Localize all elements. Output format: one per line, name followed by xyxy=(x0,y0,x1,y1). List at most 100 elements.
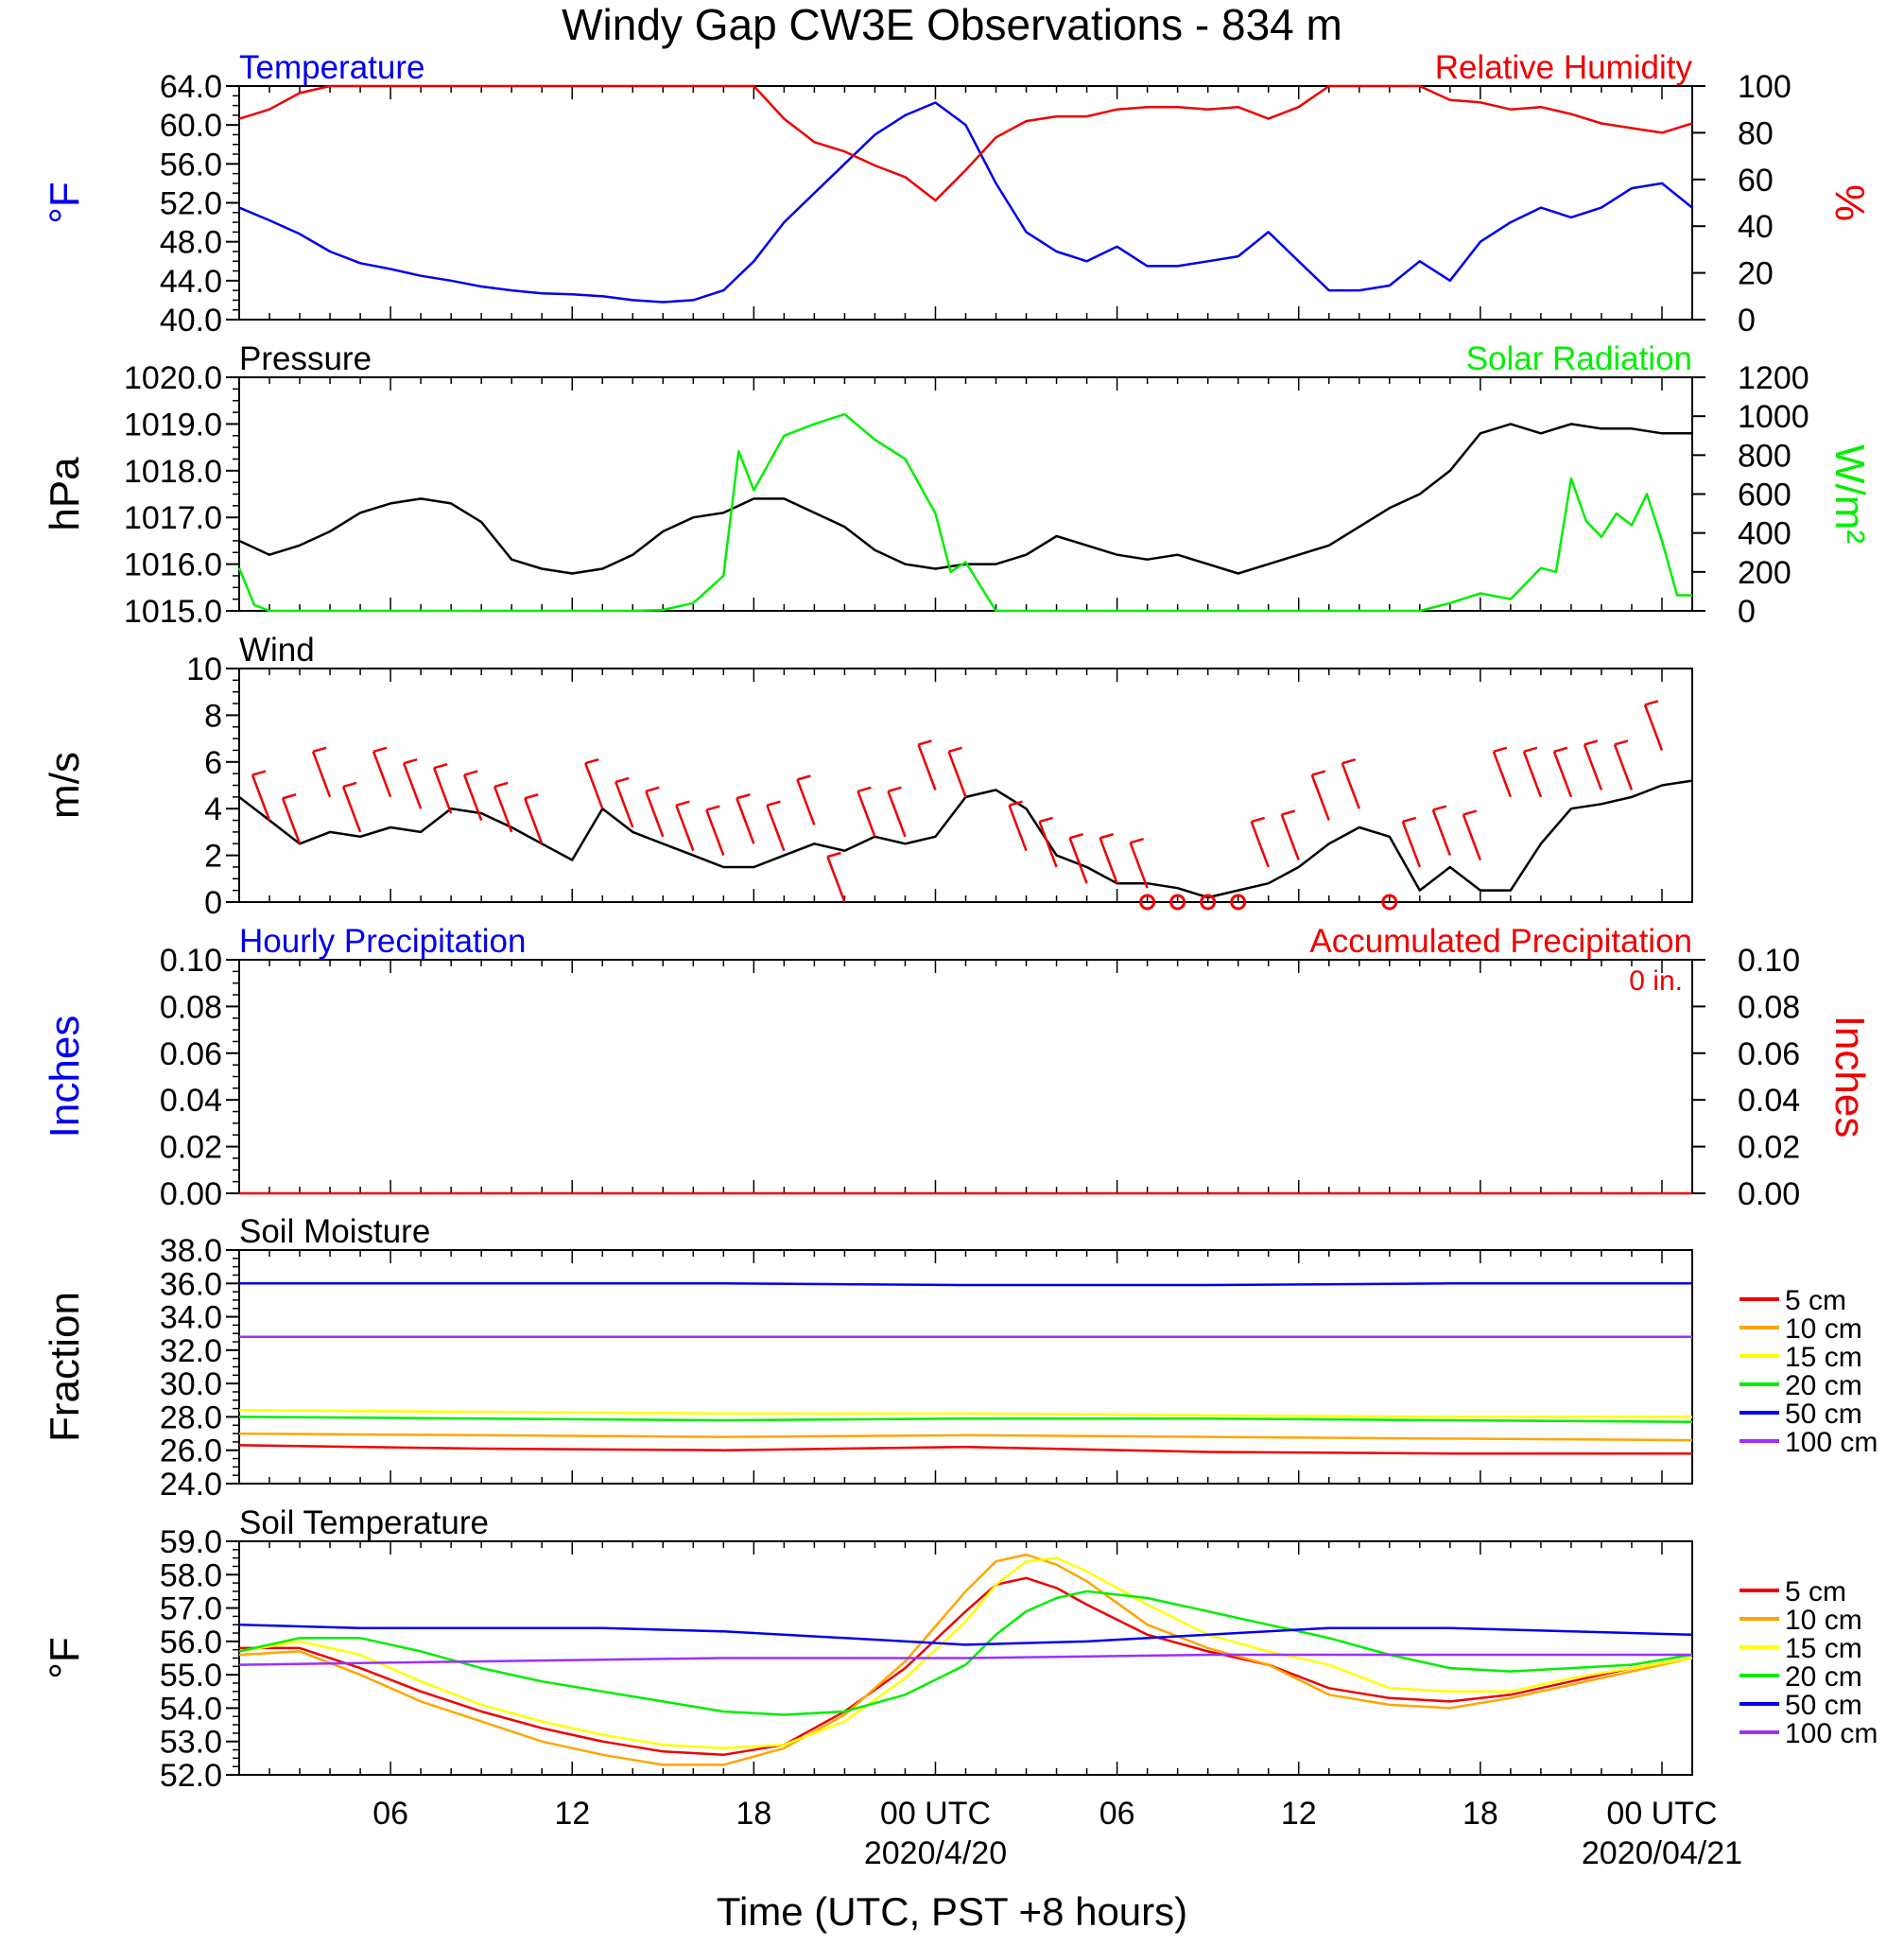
wind-barb xyxy=(1613,739,1634,791)
y-tick-label: 60.0 xyxy=(160,108,222,144)
series-line-solar-radiation xyxy=(237,412,1692,613)
y-tick-label: 0.00 xyxy=(160,1176,222,1212)
y-tick-label: 52.0 xyxy=(160,186,222,222)
y-axis-label-right: % xyxy=(1826,184,1873,221)
y-tick-label: 0.10 xyxy=(160,943,222,979)
wind-barb xyxy=(917,739,937,791)
y-tick-label: 32.0 xyxy=(160,1333,222,1369)
series-line-10-cm xyxy=(238,1432,1693,1442)
panel-title-left: Soil Temperature xyxy=(239,1504,489,1541)
y-right-tick-label: 40 xyxy=(1738,209,1774,245)
legend-entry: 20 cm xyxy=(1785,1370,1862,1401)
wind-barb xyxy=(826,851,846,903)
wind-barb xyxy=(1341,757,1360,809)
wind-barb xyxy=(584,757,604,809)
wind-barb xyxy=(1401,816,1421,868)
y-tick-label: 55.0 xyxy=(160,1658,222,1694)
y-right-tick-label: 800 xyxy=(1738,438,1791,474)
x-tick-label: 18 xyxy=(1463,1796,1498,1832)
legend-entry: 100 cm xyxy=(1785,1427,1878,1458)
series-line-temperature xyxy=(238,101,1693,304)
wind-barb xyxy=(1068,833,1088,884)
wind-barb xyxy=(311,746,332,798)
y-tick-label: 54.0 xyxy=(160,1691,222,1727)
y-tick-label: 36.0 xyxy=(160,1266,222,1302)
y-right-tick-label: 100 xyxy=(1738,69,1791,105)
wind-barb xyxy=(462,770,483,821)
legend-entry: 100 cm xyxy=(1785,1718,1878,1749)
y-tick-label: 64.0 xyxy=(160,69,222,105)
panel-temperature-humidity: 40.044.048.052.0 56.060.064.0 0 20 40 60 80 100… xyxy=(42,49,1873,339)
series-line-pressure xyxy=(238,423,1692,575)
wind-barb xyxy=(614,776,634,828)
wind-barb xyxy=(1099,833,1118,884)
y-axis-label-left: m/s xyxy=(42,752,88,819)
wind-barb xyxy=(1643,700,1664,751)
x-date-label: 2020/04/21 xyxy=(1582,1835,1742,1871)
y-right-tick-label: 0.04 xyxy=(1738,1083,1800,1119)
y-tick-label: 58.0 xyxy=(160,1557,222,1593)
panel-frame xyxy=(238,85,1693,321)
wind-barb xyxy=(372,746,392,798)
wind-barb xyxy=(1280,809,1300,860)
legend-entry: 10 cm xyxy=(1785,1313,1862,1345)
y-tick-label: 1017.0 xyxy=(124,500,222,536)
panel-title-left: Hourly Precipitation xyxy=(239,923,526,960)
y-right-tick-label: 200 xyxy=(1738,555,1791,591)
legend-entry: 5 cm xyxy=(1785,1576,1846,1607)
y-right-tick-label: 600 xyxy=(1738,478,1791,513)
wind-barb xyxy=(947,746,967,798)
wind-barb xyxy=(1492,746,1513,798)
y-tick-label: 48.0 xyxy=(160,225,222,261)
y-tick-label: 6 xyxy=(204,745,222,781)
y-tick-label: 1019.0 xyxy=(124,407,222,443)
y-axis-label-left: °F xyxy=(42,1637,88,1678)
wind-barb xyxy=(766,800,786,852)
wind-barb xyxy=(1552,746,1573,798)
series-line-5-cm xyxy=(238,1444,1692,1455)
panel-title-left: Wind xyxy=(239,632,315,669)
y-tick-label: 0.04 xyxy=(160,1083,222,1119)
y-right-tick-label: 0.00 xyxy=(1738,1176,1800,1212)
wind-barb xyxy=(1038,816,1058,868)
wind-barb xyxy=(281,793,302,844)
x-tick-label: 12 xyxy=(554,1796,590,1832)
series-line-wind xyxy=(238,779,1693,899)
y-tick-label: 0.06 xyxy=(160,1036,222,1072)
wind-barb xyxy=(705,805,725,857)
wind-barb xyxy=(251,770,271,821)
y-axis-label-left: hPa xyxy=(42,457,88,531)
panel-title-left: Soil Moisture xyxy=(239,1213,430,1250)
y-tick-label: 59.0 xyxy=(160,1524,222,1560)
y-axis-label-left: °F xyxy=(42,182,88,223)
wind-barb xyxy=(1008,800,1028,852)
series-line-10-cm xyxy=(238,1553,1693,1766)
calm-marker xyxy=(1169,894,1186,911)
wind-barb xyxy=(736,793,755,844)
panel-title-left: Pressure xyxy=(239,340,372,377)
wind-barb xyxy=(1129,837,1149,889)
panel-title-right: Relative Humidity xyxy=(1435,49,1693,86)
y-tick-label: 53.0 xyxy=(160,1725,222,1761)
y-right-tick-label: 0 xyxy=(1738,303,1756,339)
panel-title-left: Temperature xyxy=(239,49,424,86)
x-axis-label: Time (UTC, PST +8 hours) xyxy=(717,1889,1187,1934)
wind-barb xyxy=(341,781,362,833)
y-right-tick-label: 1200 xyxy=(1738,360,1809,396)
y-right-tick-label: 1000 xyxy=(1738,399,1809,435)
series-line-relative-humidity xyxy=(238,84,1693,202)
y-tick-label: 0.02 xyxy=(160,1130,222,1166)
legend-entry: 50 cm xyxy=(1785,1690,1862,1721)
wind-barb xyxy=(1583,739,1603,791)
wind-barb xyxy=(432,762,453,814)
y-tick-label: 1016.0 xyxy=(124,547,222,583)
x-tick-label: 06 xyxy=(372,1796,408,1832)
series-line-50-cm xyxy=(239,1282,1692,1287)
y-right-tick-label: 0.08 xyxy=(1738,989,1800,1025)
calm-marker xyxy=(1139,894,1156,911)
series-line-15-cm xyxy=(238,1556,1693,1750)
wind-barb xyxy=(1310,770,1330,821)
y-axis-label-right: W/m² xyxy=(1826,444,1873,544)
